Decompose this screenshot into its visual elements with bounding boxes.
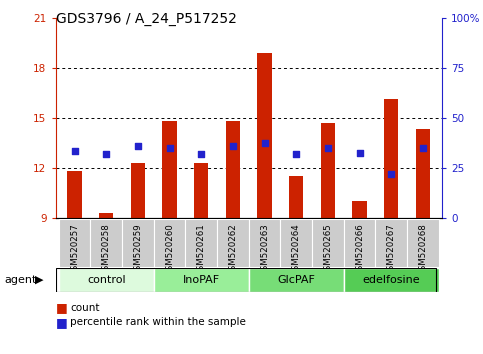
Point (292, 152, 300, 157)
Bar (289, 176, 303, 218)
Text: GSM520267: GSM520267 (387, 223, 396, 276)
Bar (217, 219, 249, 267)
Point (198, 152, 205, 157)
Bar (344, 268, 439, 292)
Text: GSM520264: GSM520264 (292, 223, 301, 276)
Bar (226, 121, 240, 218)
Text: GSM520261: GSM520261 (197, 223, 206, 276)
Text: GSM520266: GSM520266 (355, 223, 364, 276)
Text: GSM520258: GSM520258 (102, 223, 111, 276)
Bar (353, 201, 367, 218)
Text: GSM520268: GSM520268 (418, 223, 427, 276)
Text: GSM520262: GSM520262 (228, 223, 238, 276)
Bar (257, 53, 272, 218)
Bar (416, 129, 430, 218)
Text: agent: agent (5, 275, 37, 285)
Text: InoPAF: InoPAF (183, 275, 220, 285)
Text: ▶: ▶ (35, 275, 43, 285)
Text: ■: ■ (56, 316, 67, 329)
Text: GDS3796 / A_24_P517252: GDS3796 / A_24_P517252 (56, 12, 236, 27)
Text: GSM520259: GSM520259 (133, 223, 142, 276)
Bar (90, 219, 122, 267)
Bar (194, 163, 208, 218)
Bar (375, 219, 407, 267)
Bar (154, 268, 249, 292)
Bar (281, 219, 312, 267)
Text: count: count (70, 303, 99, 313)
Bar (321, 123, 335, 218)
Text: GSM520263: GSM520263 (260, 223, 269, 276)
Text: control: control (87, 275, 126, 285)
Point (229, 143, 237, 149)
Bar (59, 219, 90, 267)
Text: GSM520265: GSM520265 (324, 223, 332, 276)
Text: percentile rank within the sample: percentile rank within the sample (70, 317, 246, 327)
Bar (249, 268, 344, 292)
Text: GSM520260: GSM520260 (165, 223, 174, 276)
Point (419, 145, 427, 150)
Bar (344, 219, 375, 267)
Bar (68, 171, 82, 218)
Text: edelfosine: edelfosine (362, 275, 420, 285)
Point (356, 150, 364, 155)
Text: GSM520257: GSM520257 (70, 223, 79, 276)
Point (166, 145, 173, 150)
Bar (312, 219, 344, 267)
Bar (249, 219, 281, 267)
Point (261, 140, 269, 145)
Bar (154, 219, 185, 267)
Bar (185, 219, 217, 267)
Point (387, 172, 395, 177)
Bar (131, 163, 145, 218)
Bar (162, 121, 177, 218)
Point (71, 148, 78, 154)
Bar (407, 219, 439, 267)
Bar (122, 219, 154, 267)
Bar (59, 268, 154, 292)
Bar (384, 99, 398, 218)
Point (102, 152, 110, 157)
Point (324, 145, 332, 150)
Text: ■: ■ (56, 302, 67, 314)
Text: GlcPAF: GlcPAF (277, 275, 315, 285)
Point (134, 143, 142, 149)
Bar (99, 213, 114, 218)
